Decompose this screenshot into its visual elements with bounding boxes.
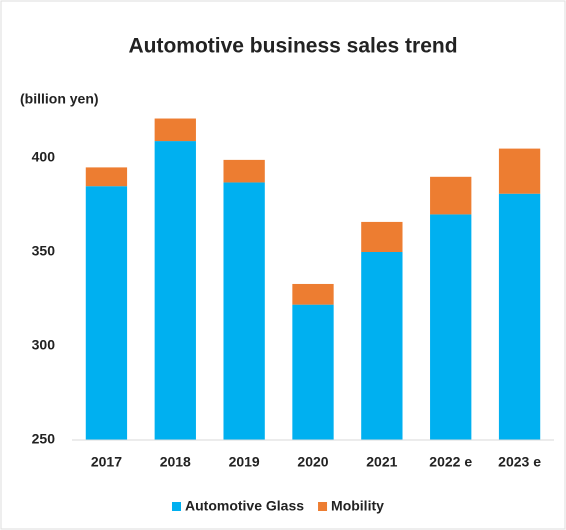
bar-segment xyxy=(292,283,334,305)
y-tick-label: 300 xyxy=(32,337,56,353)
legend-label: Automotive Glass xyxy=(185,498,304,514)
x-tick-label: 2019 xyxy=(229,454,260,470)
x-tick-label: 2017 xyxy=(91,454,122,470)
bar-segment xyxy=(154,141,196,440)
bar-segment xyxy=(292,304,334,440)
bar-segment xyxy=(223,182,265,440)
bar-segment xyxy=(85,167,128,187)
legend-swatch xyxy=(172,502,181,511)
bar-segment xyxy=(498,193,541,440)
legend-label: Mobility xyxy=(331,498,384,514)
y-tick-label: 250 xyxy=(32,431,56,447)
x-tick-label: 2018 xyxy=(160,454,191,470)
bar-segment xyxy=(430,214,472,440)
bar-segment xyxy=(361,252,403,440)
chart-title: Automotive business sales trend xyxy=(128,35,457,58)
y-tick-label: 350 xyxy=(32,243,56,259)
x-tick-label: 2021 xyxy=(366,454,397,470)
y-tick-label: 400 xyxy=(32,149,56,165)
bar-segment xyxy=(430,176,472,215)
bar-segment xyxy=(85,186,128,440)
legend-swatch xyxy=(318,502,328,511)
bar-segment xyxy=(361,221,403,252)
bar-segment xyxy=(154,118,196,142)
x-tick-label: 2022 e xyxy=(429,454,472,470)
bar-segment xyxy=(223,159,265,183)
bar-segment xyxy=(498,148,541,194)
x-tick-label: 2020 xyxy=(297,454,328,470)
x-tick-label: 2023 e xyxy=(498,454,541,470)
y-axis-label: (billion yen) xyxy=(20,91,99,107)
